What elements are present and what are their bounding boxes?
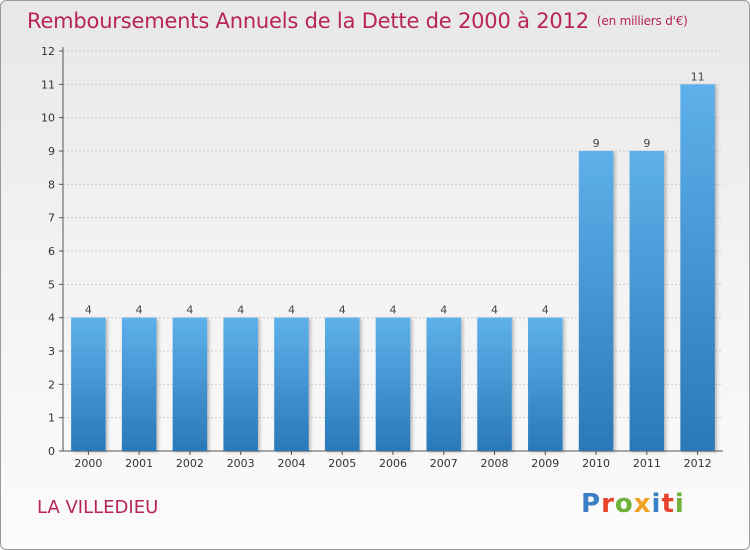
- data-label: 4: [237, 304, 244, 317]
- bar: [121, 317, 157, 451]
- x-tick-label: 2004: [277, 457, 305, 470]
- y-tick-label: 0: [48, 445, 55, 458]
- proxiti-logo[interactable]: Proxiti: [581, 489, 685, 519]
- data-label: 4: [186, 304, 193, 317]
- x-tick-label: 2005: [328, 457, 356, 470]
- x-tick-label: 2002: [176, 457, 204, 470]
- data-label: 4: [440, 304, 447, 317]
- y-tick-label: 4: [48, 312, 55, 325]
- bar: [274, 317, 309, 451]
- data-label: 4: [390, 304, 397, 317]
- logo-letter: i: [651, 489, 662, 519]
- x-tick-label: 2008: [481, 457, 509, 470]
- bar: [223, 317, 258, 451]
- data-label: 4: [339, 304, 346, 317]
- y-tick-label: 1: [48, 412, 55, 425]
- logo-letter: t: [661, 489, 675, 519]
- x-tick-label: 2007: [430, 457, 458, 470]
- y-tick-label: 9: [48, 145, 55, 158]
- x-tick-label: 2000: [74, 457, 102, 470]
- y-tick-label: 2: [48, 378, 55, 391]
- bar: [375, 317, 411, 451]
- x-tick-label: 2010: [582, 457, 610, 470]
- y-tick-label: 12: [41, 45, 55, 58]
- logo-letter: P: [581, 489, 602, 519]
- data-label: 9: [643, 137, 650, 150]
- data-label: 4: [136, 304, 143, 317]
- data-label: 9: [593, 137, 600, 150]
- bar: [324, 317, 360, 451]
- data-label: 4: [85, 304, 92, 317]
- y-tick-label: 8: [48, 178, 55, 191]
- x-tick-label: 2003: [227, 457, 255, 470]
- y-tick-label: 5: [48, 278, 55, 291]
- chart-title: Remboursements Annuels de la Dette de 20…: [27, 9, 688, 33]
- y-tick-label: 7: [48, 212, 55, 225]
- y-tick-label: 10: [41, 112, 55, 125]
- y-tick-label: 11: [41, 78, 55, 91]
- logo-letter: o: [614, 489, 634, 519]
- logo-letter: r: [601, 489, 615, 519]
- x-tick-label: 2001: [125, 457, 153, 470]
- data-label: 4: [542, 304, 549, 317]
- bar: [477, 317, 512, 451]
- bar: [680, 84, 715, 451]
- bar: [426, 317, 462, 451]
- logo-letter: i: [674, 489, 685, 519]
- x-tick-label: 2006: [379, 457, 407, 470]
- chart-unit: (en milliers d'€): [596, 14, 688, 28]
- y-tick-label: 3: [48, 345, 55, 358]
- bar: [71, 317, 106, 451]
- commune-name: LA VILLEDIEU: [37, 497, 159, 518]
- bar: [528, 317, 563, 451]
- y-tick-label: 6: [48, 245, 55, 258]
- bar: [578, 151, 614, 451]
- x-tick-label: 2011: [633, 457, 661, 470]
- bar: [629, 151, 665, 451]
- data-label: 4: [491, 304, 498, 317]
- labels: 0123456789101112420004200142002420034200…: [41, 45, 712, 470]
- x-tick-label: 2009: [531, 457, 559, 470]
- data-label: 11: [691, 70, 705, 83]
- bar: [172, 317, 208, 451]
- x-tick-label: 2012: [684, 457, 712, 470]
- bars: [71, 84, 715, 451]
- logo-letter: x: [633, 489, 652, 519]
- chart-title-text: Remboursements Annuels de la Dette de 20…: [27, 9, 589, 33]
- data-label: 4: [288, 304, 295, 317]
